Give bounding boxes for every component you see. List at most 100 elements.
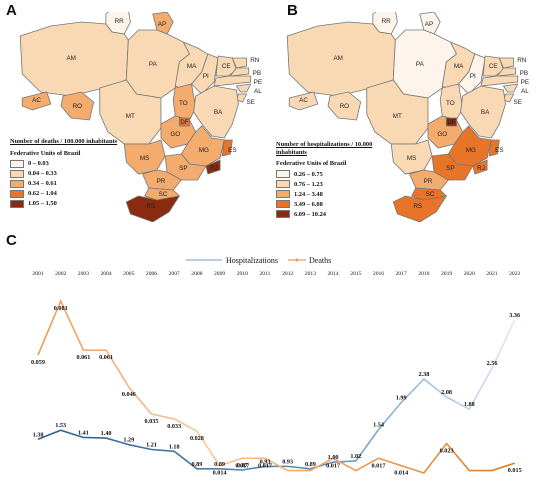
data-label-hospitalizations: 1.99: [396, 395, 407, 402]
legend-deaths-class-0: 0 – 0.03: [10, 159, 130, 169]
state-label-ac: AC: [32, 97, 41, 104]
legend-swatch: [10, 169, 24, 178]
data-label-deaths: 0.015: [508, 467, 522, 474]
x-tick-label: 2003: [78, 271, 89, 277]
data-label-hospitalizations: 2.56: [487, 360, 498, 367]
x-tick-label: 2007: [169, 271, 180, 277]
legend-swatch: [276, 210, 290, 218]
state-rs: [392, 195, 448, 222]
x-tick-label: 2009: [214, 271, 225, 277]
data-label-deaths: 0.017: [372, 462, 386, 469]
state-es: [488, 139, 500, 157]
state-label-pr: PR: [157, 178, 166, 185]
data-label-hospitalizations: 1.18: [169, 443, 180, 450]
legend-deaths-class-3: 0.62 – 1.04: [10, 189, 130, 199]
data-label-hospitalizations: 1.02: [350, 453, 361, 460]
state-label-sc: SC: [426, 191, 435, 198]
state-label-sp: SP: [446, 165, 454, 172]
state-ap: [152, 12, 174, 35]
legend-deaths-class-2: 0.34 – 0.61: [10, 179, 130, 189]
legend-hosp-class-3: 3.49 – 6.08: [276, 199, 386, 209]
legend-deaths-label: Deaths: [309, 256, 331, 265]
series-line-hospitalizations: [37, 319, 516, 471]
legend-hosp-label: Hospitalizations: [226, 256, 278, 265]
data-label-hospitalizations: 0.89: [214, 461, 225, 468]
legend-hosp-class-2: 1.24 – 3.48: [276, 189, 386, 199]
state-label-ma: MA: [454, 63, 464, 70]
series-line-deaths: [37, 299, 515, 474]
legend-hospitalizations: Number of hospitalizations / 10.000 inha…: [276, 141, 386, 219]
state-pb: [496, 67, 517, 77]
x-tick-label: 2014: [328, 271, 339, 277]
state-label-ms: MS: [140, 155, 149, 162]
data-label-deaths: 0.028: [190, 435, 204, 442]
state-label-ap: AP: [425, 21, 433, 28]
state-label-se: SE: [514, 99, 522, 106]
state-label-ac: AC: [299, 97, 308, 104]
state-ms: [390, 139, 433, 175]
state-label-pe: PE: [521, 79, 529, 86]
state-label-ms: MS: [407, 155, 416, 162]
state-ro: [60, 91, 95, 121]
data-label-deaths: 0.033: [167, 423, 181, 430]
x-tick-label: 2013: [305, 271, 316, 277]
data-label-deaths: 0.014: [394, 470, 408, 475]
legend-swatch: [276, 180, 290, 188]
legend-swatch: [10, 189, 24, 198]
data-label-hospitalizations: 2.38: [418, 371, 429, 378]
legend-label: 1.05 – 1.50: [28, 200, 57, 207]
x-tick-label: 2018: [418, 271, 429, 277]
state-rn: [231, 57, 248, 69]
x-tick-label: 2016: [373, 271, 384, 277]
legend-deaths-title: Number of deaths / 100.000 inhabitants: [10, 138, 118, 145]
x-tick-label: 2005: [123, 271, 134, 277]
state-label-mt: MT: [126, 113, 135, 120]
state-label-pb: PB: [520, 70, 528, 77]
legend-hosp-title: Number of hospitalizations / 10.000 inha…: [276, 141, 373, 156]
x-tick-label: 2006: [146, 271, 157, 277]
data-label-hospitalizations: 0.93: [282, 458, 293, 465]
legend-label: 0.04 – 0.33: [28, 170, 57, 177]
data-label-hospitalizations: 2.08: [441, 389, 452, 396]
state-label-se: SE: [247, 99, 255, 106]
state-label-ro: RO: [340, 103, 350, 110]
x-tick-label: 2011: [260, 271, 271, 277]
data-label-deaths: 0.081: [54, 305, 68, 312]
legend-swatch: [276, 190, 290, 198]
legend-deaths-class-1: 0.04 – 0.33: [10, 169, 130, 179]
state-label-rj: RJ: [210, 165, 218, 172]
state-label-ma: MA: [187, 63, 197, 70]
state-label-pi: PI: [203, 73, 209, 80]
state-label-ro: RO: [73, 103, 83, 110]
state-label-rn: RN: [250, 57, 259, 64]
data-label-hospitalizations: 1.53: [55, 422, 66, 429]
data-label-hospitalizations: 1.41: [78, 429, 89, 436]
chart-legend: Hospitalizations Deaths: [186, 256, 331, 265]
x-tick-label: 2019: [441, 271, 452, 277]
state-label-al: AL: [254, 88, 262, 95]
state-label-am: AM: [66, 55, 75, 62]
state-label-rj: RJ: [477, 165, 485, 172]
x-tick-label: 2017: [396, 271, 407, 277]
state-label-sc: SC: [159, 191, 168, 198]
data-label-hospitalizations: 1.29: [123, 437, 134, 444]
state-ro: [327, 91, 362, 121]
state-label-df: DF: [180, 119, 189, 126]
panel-b-letter: B: [287, 2, 298, 19]
state-rj: [472, 159, 488, 175]
state-label-rs: RS: [146, 203, 155, 210]
legend-label: 0.34 – 0.61: [28, 180, 57, 187]
legend-hosp-class-0: 0.26 – 0.75: [276, 169, 386, 179]
state-ms: [123, 139, 166, 175]
data-label-deaths: 0.046: [122, 391, 136, 398]
state-label-mg: MG: [199, 147, 209, 154]
state-label-am: AM: [333, 55, 342, 62]
state-al: [235, 83, 252, 93]
data-label-hospitalizations: 1.40: [101, 430, 112, 437]
legend-hosp-class-1: 0.76 – 1.23: [276, 179, 386, 189]
legend-hosp-subtitle: Federative Units of Brazil: [276, 160, 347, 167]
data-label-deaths: 0.061: [99, 354, 113, 361]
legend-swatch: [276, 170, 290, 178]
data-label-deaths: 0.014: [213, 470, 227, 475]
